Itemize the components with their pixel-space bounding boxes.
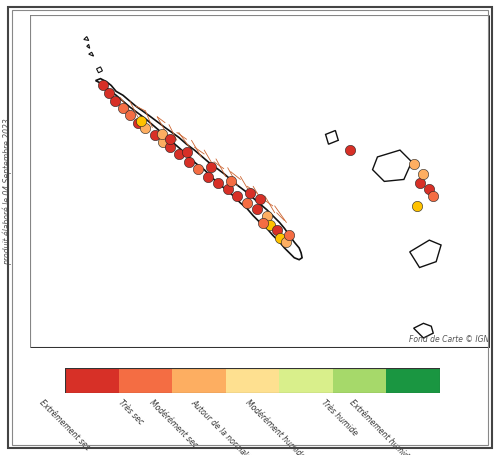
Point <box>152 132 160 140</box>
Point <box>263 212 271 220</box>
Point <box>204 173 212 181</box>
Bar <box>172 369 226 394</box>
Polygon shape <box>88 53 94 57</box>
Point <box>111 98 119 106</box>
Bar <box>226 369 280 394</box>
Point <box>346 147 354 154</box>
Text: Extrêmement sec: Extrêmement sec <box>38 397 92 451</box>
Point <box>100 83 108 90</box>
Point <box>420 171 428 178</box>
Point <box>282 239 290 246</box>
Point <box>426 186 434 193</box>
Text: Extrêmement humide: Extrêmement humide <box>348 397 413 455</box>
Text: Modérément sec: Modérément sec <box>147 397 199 449</box>
Point <box>182 149 190 157</box>
Point <box>134 120 141 127</box>
Point <box>410 161 418 168</box>
Text: Autour de la normale: Autour de la normale <box>189 397 252 455</box>
Bar <box>386 369 440 394</box>
Point <box>126 112 134 119</box>
Point <box>166 136 174 144</box>
Point <box>119 105 127 112</box>
Text: Très humide: Très humide <box>320 397 360 437</box>
Point <box>286 232 294 239</box>
Point <box>184 159 192 166</box>
Polygon shape <box>96 80 302 260</box>
Point <box>429 193 437 200</box>
Point <box>214 180 222 187</box>
Point <box>412 203 420 210</box>
Polygon shape <box>326 131 338 145</box>
Point <box>256 196 264 203</box>
Point <box>276 235 283 242</box>
Point <box>246 190 254 197</box>
Text: Modérément humide: Modérément humide <box>243 397 306 455</box>
Point <box>159 139 167 147</box>
Point <box>106 91 114 98</box>
Point <box>142 125 150 132</box>
Polygon shape <box>87 46 90 49</box>
Point <box>234 193 241 200</box>
Polygon shape <box>410 241 441 268</box>
Point <box>259 219 267 227</box>
Point <box>272 227 280 234</box>
Bar <box>333 369 386 394</box>
Point <box>207 164 215 171</box>
Point <box>166 144 174 152</box>
Text: Fond de Carte © IGN: Fond de Carte © IGN <box>409 334 489 343</box>
Bar <box>65 369 118 394</box>
Point <box>244 200 252 207</box>
Point <box>175 151 183 158</box>
Point <box>226 178 234 186</box>
Point <box>136 118 144 125</box>
Point <box>416 180 424 187</box>
Point <box>224 186 232 193</box>
Polygon shape <box>96 68 102 74</box>
Polygon shape <box>372 151 412 182</box>
Polygon shape <box>414 324 433 338</box>
Point <box>194 166 202 173</box>
Polygon shape <box>84 37 88 41</box>
Bar <box>280 369 333 394</box>
Point <box>158 131 166 139</box>
Text: produit élaboré le 04 Septembre 2023: produit élaboré le 04 Septembre 2023 <box>2 118 12 264</box>
Text: Très sec: Très sec <box>117 397 145 426</box>
Bar <box>118 369 172 394</box>
Point <box>253 206 261 213</box>
Point <box>266 222 274 230</box>
